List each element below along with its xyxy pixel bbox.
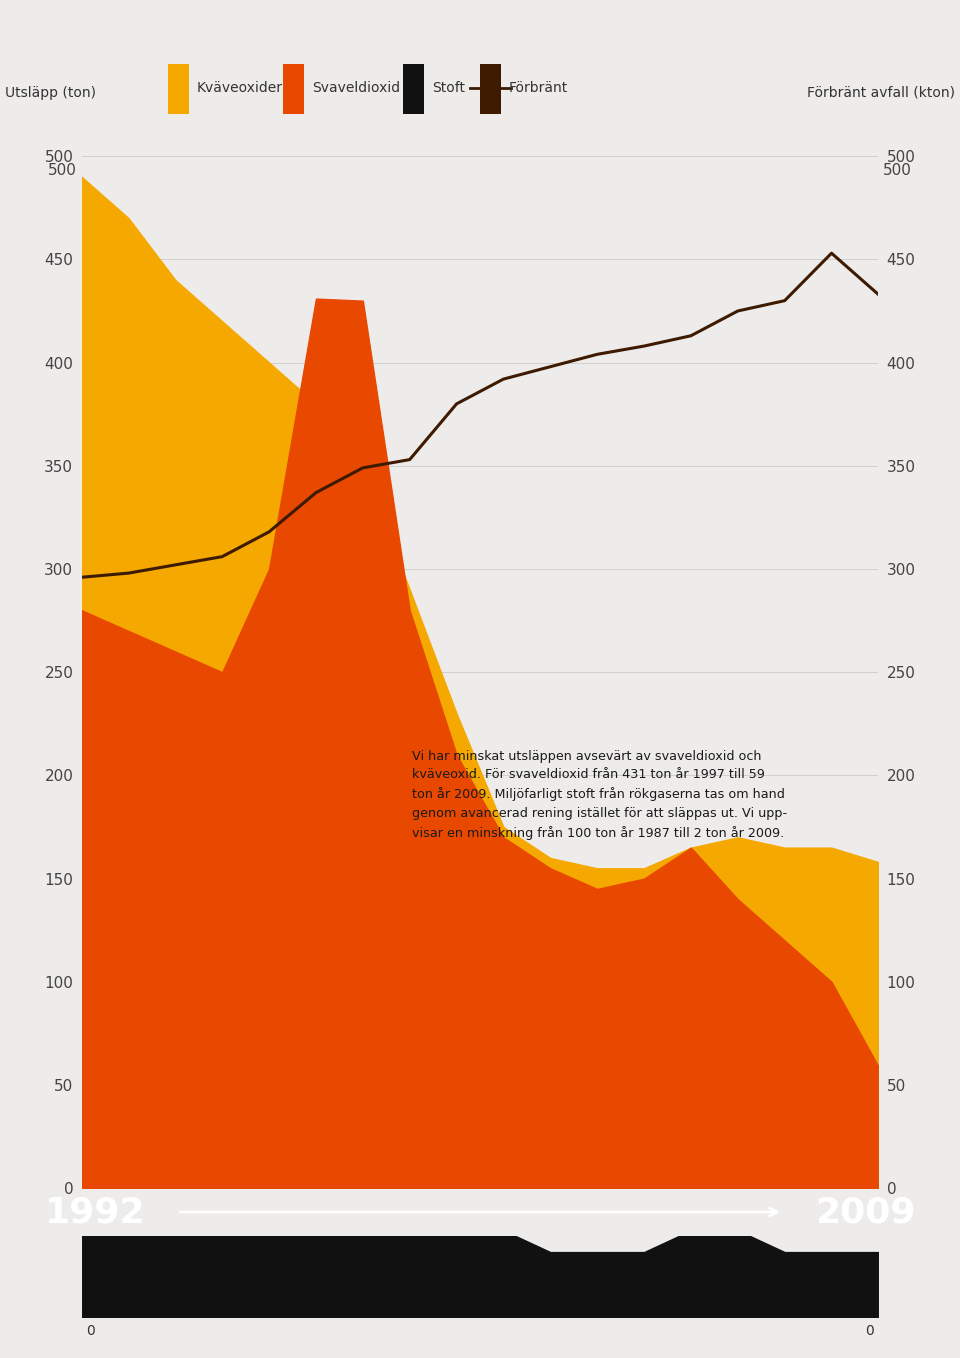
Text: Förbränt: Förbränt — [509, 81, 568, 95]
Bar — [480, 64, 501, 114]
Text: 500: 500 — [883, 163, 912, 178]
Text: 1992: 1992 — [44, 1195, 145, 1229]
Text: Förbränt avfall (kton): Förbränt avfall (kton) — [807, 86, 955, 99]
Bar — [403, 64, 424, 114]
Bar — [168, 64, 189, 114]
Text: 0: 0 — [865, 1324, 874, 1338]
Text: Stoft: Stoft — [432, 81, 465, 95]
Text: Kväveoxider: Kväveoxider — [197, 81, 283, 95]
Text: 2009: 2009 — [815, 1195, 915, 1229]
Text: Utsläpp (ton): Utsläpp (ton) — [5, 86, 96, 99]
Text: 500: 500 — [48, 163, 77, 178]
Text: 0: 0 — [86, 1324, 95, 1338]
Text: Vi har minskat utsläppen avsevärt av svaveldioxid och
kväveoxid. För svaveldioxi: Vi har minskat utsläppen avsevärt av sva… — [412, 750, 787, 839]
Bar — [283, 64, 304, 114]
Text: Svaveldioxid: Svaveldioxid — [312, 81, 400, 95]
